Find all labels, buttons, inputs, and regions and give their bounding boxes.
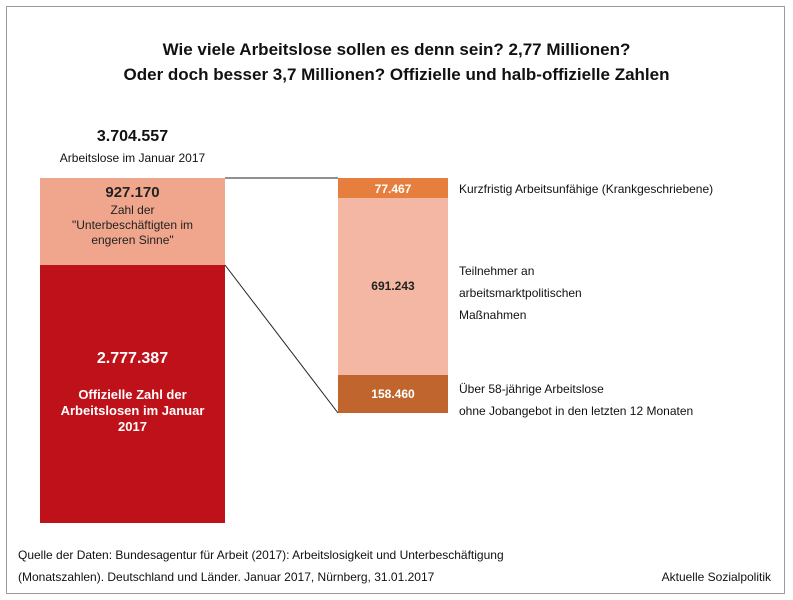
over58-value: 158.460 [371,387,415,401]
underemployed-label-3: engeren Sinne" [91,233,174,247]
credit-text: Aktuelle Sozialpolitik [661,570,771,584]
official-label-2: Arbeitslosen im Januar [60,403,205,418]
underemployed-label-2: "Unterbeschäftigten im [72,218,193,232]
official-label-1: Offizielle Zahl der [78,387,187,402]
chart-frame [6,6,785,594]
bar-segment-over58 [338,375,448,413]
underemployed-text: 927.170 Zahl der "Unterbeschäftigten im … [40,184,225,248]
official-value: 2.777.387 [96,350,169,367]
official-label-3: 2017 [118,419,147,434]
measures-label-3: Maßnahmen [459,308,527,322]
source-note: Quelle der Daten: Bundesagentur für Arbe… [18,544,504,588]
source-line-2: (Monatszahlen). Deutschland und Länder. … [18,570,435,584]
over58-label-1: Über 58-jährige Arbeitslose [459,382,604,396]
title-line-2: Oder doch besser 3,7 Millionen? Offiziel… [123,65,670,84]
measures-label-1: Teilnehmer an [459,264,535,278]
sick-label-1: Kurzfristig Arbeitsunfähige (Krankgeschr… [459,182,714,196]
underemployed-value: 927.170 [105,184,160,201]
measures-label-2: arbeitsmarktpolitischen [459,286,582,300]
total-label: Arbeitslose im Januar 2017 [59,151,206,165]
title-line-1: Wie viele Arbeitslose sollen es denn sei… [162,40,631,59]
connector-line-bottom [224,264,339,414]
sick-label: Kurzfristig Arbeitsunfähige (Krankgeschr… [459,178,713,200]
total-value: 3.704.557 [96,128,169,145]
source-line-1: Quelle der Daten: Bundesagentur für Arbe… [18,548,504,562]
over58-label-2: ohne Jobangebot in den letzten 12 Monate… [459,404,694,418]
bar-segment-sick [338,178,448,198]
chart-title: Wie viele Arbeitslose sollen es denn sei… [0,37,793,87]
official-text: 2.777.387 Offizielle Zahl der Arbeitslos… [40,349,225,435]
bar-segment-measures [338,198,448,375]
measures-value: 691.243 [371,279,415,293]
underemployed-label-1: Zahl der [110,203,155,217]
bar-segment-official [40,265,225,523]
over58-label: Über 58-jährige Arbeitslose ohne Jobange… [459,378,693,422]
measures-label: Teilnehmer an arbeitsmarktpolitischen Ma… [459,260,582,326]
bar-segment-underemployed [40,178,225,265]
sick-value: 77.467 [374,182,412,196]
